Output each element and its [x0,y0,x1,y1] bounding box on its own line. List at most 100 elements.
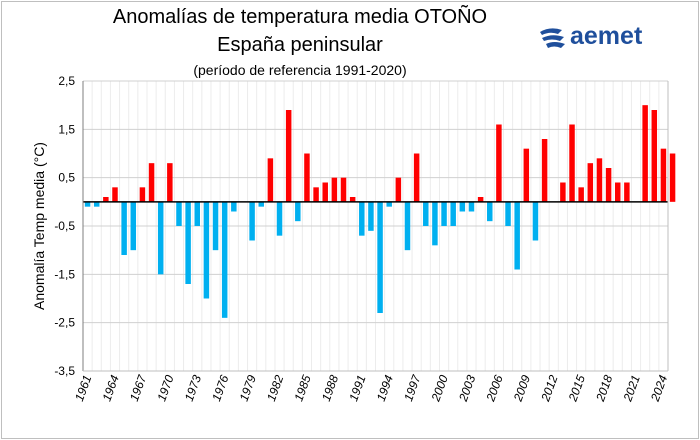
bar-2002 [459,201,466,212]
bar-1982 [276,201,283,236]
bar-2000 [441,201,447,226]
chart-note: (período de referencia 1991-2020) [193,62,407,78]
bar-1963 [103,197,109,202]
y-tick-label: -1,5 [54,267,75,281]
bar-1964 [112,187,118,202]
bar-2005 [487,201,493,222]
bar-1966 [130,201,137,251]
bar-2010 [532,201,539,241]
y-tick-label: 1,5 [58,122,75,136]
x-tick-label: 2018 [593,373,616,404]
y-axis-label: Anomalía Temp media (°C) [31,142,47,310]
chart-subtitle: España peninsular [217,34,383,56]
bar-1971 [176,201,182,226]
y-tick-label: -2,5 [54,316,75,330]
x-tick-label: 1973 [182,373,204,403]
bar-1999 [432,201,438,246]
bar-2018 [605,168,612,202]
x-tick-label: 1997 [401,372,424,403]
bar-2007 [505,201,511,226]
bar-1997 [413,153,420,202]
bar-2015 [578,187,584,202]
bar-1987 [322,182,328,202]
y-tick-label: -3,5 [54,364,75,378]
x-tick-label: 1964 [100,373,122,403]
bar-1983 [285,110,292,202]
bar-1988 [331,177,338,202]
x-tick-label: 1970 [154,373,176,403]
x-tick-label: 2015 [565,373,588,404]
bar-2006 [496,124,502,202]
x-tick-label: 2012 [538,373,561,404]
bar-1994 [386,201,392,207]
bar-2011 [541,139,548,202]
aemet-logo-text: aemet [570,22,643,50]
bar-2001 [450,201,456,226]
bar-1984 [295,201,301,222]
bar-2023 [651,110,658,202]
bar-1974 [203,201,210,299]
x-tick-label: 1982 [264,373,286,403]
bar-2024 [660,148,667,202]
bar-2017 [596,158,603,202]
bar-1972 [185,201,191,284]
bar-1976 [221,201,228,318]
bar-undefined [669,153,676,202]
bar-1979 [249,201,255,241]
bar-1989 [340,177,347,202]
bar-2020 [624,182,630,202]
bar-1991 [359,201,365,236]
bar-1993 [377,201,383,313]
aemet-logo: aemet [538,22,658,54]
y-tick-label: -0,5 [54,219,75,233]
bar-1968 [148,163,155,202]
bar-2009 [523,148,530,202]
bar-2013 [560,182,566,202]
y-tick-label: 0,5 [58,171,75,185]
chart-title: Anomalías de temperatura media OTOÑO [112,6,488,28]
bar-1969 [157,201,164,275]
bar-1985 [304,153,310,202]
bar-1980 [258,201,264,207]
x-tick-label: 1967 [127,372,150,403]
x-tick-label: 1985 [291,373,313,403]
x-tick-label: 2009 [511,373,534,404]
x-tick-label: 1994 [374,373,396,403]
bar-1975 [212,201,219,251]
bar-1986 [313,187,319,202]
bar-1977 [231,201,237,212]
bar-1992 [368,201,374,231]
bar-1990 [349,197,356,202]
x-tick-label: 2024 [648,373,671,404]
bar-2004 [477,197,484,202]
bar-2022 [642,105,648,202]
x-tick-label: 2021 [620,373,643,404]
bar-2008 [514,201,520,270]
x-tick-label: 1979 [237,373,259,403]
x-tick-label: 2000 [428,373,451,404]
x-tick-label: 1976 [209,373,231,403]
bar-2014 [569,124,575,202]
x-tick-label: 1991 [346,373,368,403]
bar-1970 [167,163,173,202]
bar-1962 [93,201,100,207]
bar-1973 [194,201,200,226]
y-tick-label: 2,5 [58,74,75,88]
bar-2016 [587,163,594,202]
x-tick-label: 2006 [483,373,506,404]
bar-1965 [121,201,127,255]
x-tick-label: 2003 [456,373,479,404]
bar-1981 [267,158,274,202]
bar-2019 [614,182,621,202]
bar-1967 [139,187,146,202]
x-tick-label: 1961 [72,373,94,403]
x-tick-label: 1988 [319,373,341,403]
bar-2003 [468,201,475,212]
aemet-logo-icon [540,28,565,48]
bar-1998 [423,201,429,226]
bar-1996 [404,201,411,251]
bar-1995 [395,177,402,202]
